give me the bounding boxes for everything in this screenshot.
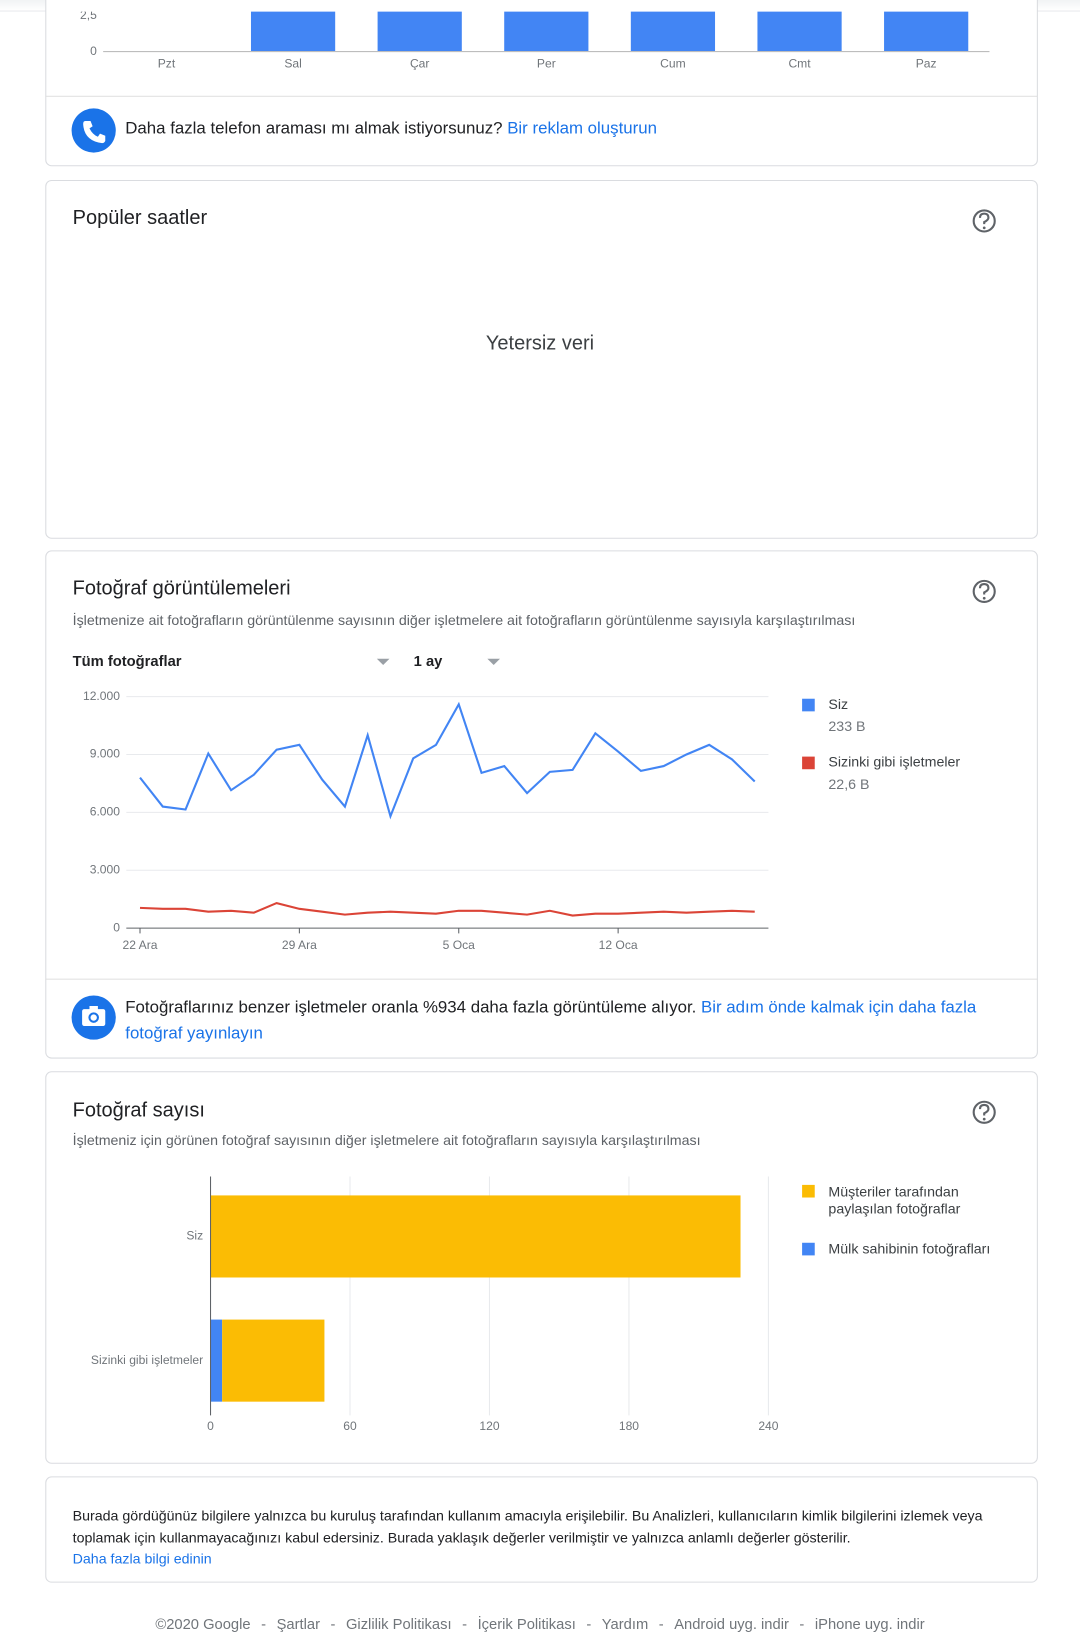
notice-card bbox=[45, 1476, 1038, 1583]
publish-photos-link[interactable]: Bir adım önde kalmak için daha fazla fot… bbox=[125, 998, 977, 1043]
footer-link[interactable]: İçerik Politikası bbox=[452, 1615, 576, 1632]
card-title: Popüler saatler bbox=[72, 207, 208, 230]
notice-text: Burada gördüğünüz bilgilere yalnızca bu … bbox=[72, 1507, 983, 1546]
legend-label: Müşteriler tarafından paylaşılan fotoğra… bbox=[828, 1183, 961, 1217]
footer: ©2020 GoogleŞartlarGizlilik Politikasıİç… bbox=[0, 1615, 1080, 1632]
create-ad-link[interactable]: Bir reklam oluşturun bbox=[507, 119, 657, 138]
copyright: ©2020 Google bbox=[155, 1615, 251, 1633]
photo-count-card bbox=[45, 1071, 1038, 1464]
calls-card bbox=[45, 0, 1038, 167]
card-subtitle: İşletmenize ait fotoğrafların görüntülen… bbox=[72, 612, 856, 629]
prompt-text: Fotoğraflarınız benzer işletmeler oranla… bbox=[125, 998, 697, 1017]
popular-hours-card bbox=[45, 179, 1038, 539]
divider bbox=[45, 95, 1038, 97]
card-subtitle: İşletmeniz için görünen fotoğraf sayısın… bbox=[72, 1132, 701, 1149]
legend-label: Mülk sahibinin fotoğrafları bbox=[828, 1240, 991, 1257]
card-title: Fotoğraf sayısı bbox=[72, 1099, 205, 1122]
period-filter[interactable]: 1 ay bbox=[413, 652, 443, 670]
prompt-text: Daha fazla telefon araması mı almak isti… bbox=[125, 119, 503, 138]
divider bbox=[45, 978, 1038, 980]
empty-message: Yetersiz veri bbox=[485, 332, 595, 355]
photo-prompt: Fotoğraflarınız benzer işletmeler oranla… bbox=[125, 994, 988, 1047]
footer-link[interactable]: Şartlar bbox=[251, 1615, 320, 1632]
footer-link[interactable]: Yardım bbox=[576, 1615, 648, 1632]
learn-more-link[interactable]: Daha fazla bilgi edinin bbox=[72, 1551, 212, 1567]
calls-prompt: Daha fazla telefon araması mı almak isti… bbox=[125, 120, 657, 139]
card-title: Fotoğraf görüntülemeleri bbox=[72, 577, 291, 600]
footer-link[interactable]: Gizlilik Politikası bbox=[320, 1615, 452, 1632]
footer-link[interactable]: Android uyg. indir bbox=[648, 1615, 789, 1632]
photo-filter[interactable]: Tüm fotoğraflar bbox=[72, 652, 182, 670]
notice: Burada gördüğünüz bilgilere yalnızca bu … bbox=[73, 1506, 1020, 1571]
footer-link[interactable]: iPhone uyg. indir bbox=[789, 1615, 925, 1632]
